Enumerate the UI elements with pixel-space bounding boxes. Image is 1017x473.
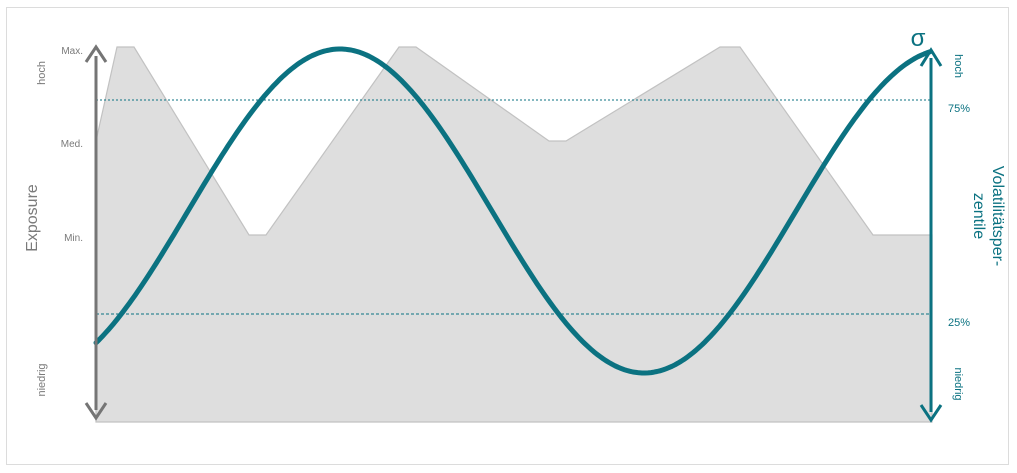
tick-label-25: 25% [948, 317, 970, 329]
volatility-axis-label-line2: zentile [970, 193, 987, 239]
tick-label-med: Med. [61, 139, 83, 150]
tick-label-75: 75% [948, 103, 970, 115]
sigma-symbol: σ [911, 25, 926, 52]
volatility-axis-bottom-label: niedrig [952, 367, 964, 400]
tick-label-max: Max. [61, 46, 83, 57]
volatility-axis-label-line1: Volatilitätsper- [989, 166, 1006, 267]
exposure-axis-label: Exposure [24, 184, 41, 252]
exposure-area [95, 46, 933, 423]
exposure-axis-top-label: hoch [36, 61, 48, 85]
volatility-curve [93, 46, 933, 376]
exposure-axis [84, 44, 108, 421]
volatility-axis-top-label: hoch [952, 54, 964, 78]
volatility-axis [919, 47, 943, 423]
exposure-axis-bottom-label: niedrig [36, 363, 48, 396]
tick-label-min: Min. [64, 233, 83, 244]
